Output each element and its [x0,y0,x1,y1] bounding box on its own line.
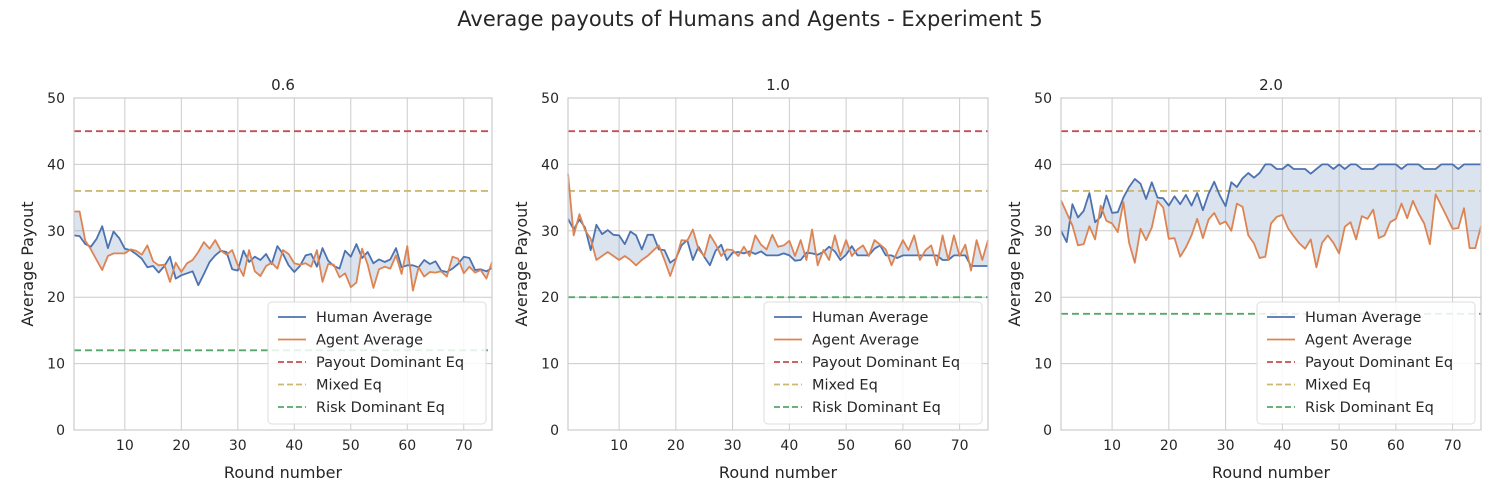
legend-box [763,301,983,425]
legend-label: Risk Dominant Eq [812,400,941,416]
x-axis-label: Round number [224,463,343,482]
y-tick-label: 0 [550,423,559,439]
x-tick-label: 70 [1444,438,1462,454]
x-tick-label: 60 [894,438,912,454]
x-tick-label: 70 [951,438,969,454]
legend-label: Mixed Eq [1305,378,1371,394]
x-tick-label: 50 [342,438,360,454]
legend-label: Human Average [1305,310,1422,326]
subplot-title: 1.0 [766,76,790,94]
legend: Human Average Agent Average Payout Dominan… [267,301,487,425]
subplot-title: 2.0 [1259,76,1283,94]
legend-label: Agent Average [812,333,919,349]
x-tick-label: 50 [1330,438,1348,454]
x-tick-label: 10 [1103,438,1121,454]
x-tick-label: 30 [724,438,742,454]
plot-frame [73,97,493,431]
y-axis-label: Average Payout [1005,201,1024,326]
y-tick-label: 40 [47,157,65,173]
legend-label: Mixed Eq [316,378,382,394]
y-tick-label: 30 [541,224,559,240]
series-line [567,173,989,277]
x-tick-label: 10 [116,438,134,454]
y-tick-label: 0 [56,423,65,439]
x-tick-label: 60 [398,438,416,454]
fill-between-area [1061,164,1481,268]
x-tick-label: 10 [610,438,628,454]
legend-label: Payout Dominant Eq [316,355,464,371]
figure-title: Average payouts of Humans and Agents - E… [457,7,1042,31]
y-tick-label: 50 [1034,91,1052,107]
x-tick-label: 30 [229,438,247,454]
y-tick-label: 30 [1034,224,1052,240]
subplot: 0 10 20 30 40 50 10 20 30 40 50 60 70 Human Average Ag… [1005,76,1482,482]
x-tick-label: 60 [1387,438,1405,454]
y-axis-label: Average Payout [512,201,531,326]
series-line [73,225,493,287]
x-tick-label: 20 [1160,438,1178,454]
x-tick-label: 40 [285,438,303,454]
legend-label: Risk Dominant Eq [1305,400,1434,416]
y-tick-label: 20 [47,290,65,306]
subplot: 0 10 20 30 40 50 10 20 30 40 50 60 70 Human Average Ag… [512,76,989,482]
y-tick-label: 50 [541,91,559,107]
legend: Human Average Agent Average Payout Dominan… [1256,301,1476,425]
y-tick-label: 40 [541,157,559,173]
legend-label: Human Average [812,310,929,326]
series-line [1060,163,1481,244]
legend-label: Payout Dominant Eq [812,355,960,371]
legend-label: Human Average [316,310,433,326]
y-tick-label: 20 [1034,290,1052,306]
legend-label: Payout Dominant Eq [1305,355,1453,371]
y-tick-label: 10 [541,357,559,373]
plot-frame [1060,97,1482,431]
x-tick-label: 40 [780,438,798,454]
x-tick-label: 20 [667,438,685,454]
x-tick-label: 70 [455,438,473,454]
y-tick-label: 0 [1043,423,1052,439]
legend-label: Agent Average [316,333,423,349]
x-tick-label: 40 [1273,438,1291,454]
x-tick-label: 30 [1217,438,1235,454]
legend-box [1256,301,1476,425]
legend-label: Mixed Eq [812,378,878,394]
legend-box [267,301,487,425]
series-line [1060,193,1482,269]
x-axis-label: Round number [719,463,838,482]
y-tick-label: 30 [47,224,65,240]
y-tick-label: 20 [541,290,559,306]
y-tick-label: 50 [47,91,65,107]
legend: Human Average Agent Average Payout Dominan… [763,301,983,425]
legend-label: Risk Dominant Eq [316,400,445,416]
x-tick-label: 20 [172,438,190,454]
y-axis-label: Average Payout [18,201,37,326]
legend-label: Agent Average [1305,333,1412,349]
series-line [74,210,493,292]
y-tick-label: 40 [1034,157,1052,173]
subplot: 0 10 20 30 40 50 10 20 30 40 50 60 70 Human Average Ag… [18,76,493,482]
y-tick-label: 10 [1034,357,1052,373]
y-tick-label: 10 [47,357,65,373]
x-tick-label: 50 [837,438,855,454]
subplot-title: 0.6 [271,76,295,94]
plot-frame [567,97,989,431]
x-axis-label: Round number [1212,463,1331,482]
